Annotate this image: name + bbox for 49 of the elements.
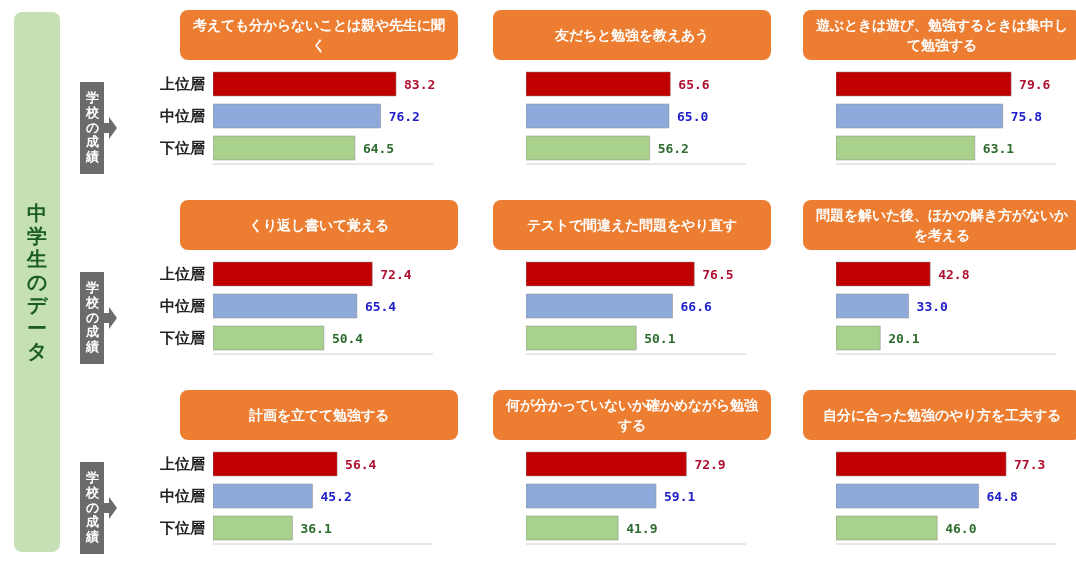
y-tick-label: 中位層 xyxy=(160,107,205,126)
chart-title: くり返し書いて覚える xyxy=(180,200,458,250)
data-label: 65.0 xyxy=(677,109,709,124)
data-label: 64.5 xyxy=(362,141,395,156)
y-axis-title: 学校の成績 xyxy=(85,469,99,546)
chart-title: 友だちと勉強を教えあう xyxy=(493,10,771,60)
data-label: 50.1 xyxy=(644,331,676,346)
y-tick-label: 中位層 xyxy=(160,297,205,316)
data-label: 36.1 xyxy=(300,521,332,536)
data-label: 56.2 xyxy=(657,141,689,156)
data-label: 63.1 xyxy=(982,141,1015,156)
y-tick-label: 上位層 xyxy=(159,265,205,284)
data-label: 33.0 xyxy=(916,299,949,314)
y-tick-label: 下位層 xyxy=(159,329,205,348)
data-label: 76.2 xyxy=(388,109,420,124)
data-label: 46.0 xyxy=(945,521,977,536)
data-label: 66.6 xyxy=(680,299,712,314)
chart-title: 考えても分からないことは親や先生に聞く xyxy=(180,10,458,60)
data-label: 65.4 xyxy=(364,299,397,314)
text: 中学生のデータ xyxy=(27,200,47,363)
chart-title: 自分に合った勉強のやり方を工夫する xyxy=(803,390,1076,440)
data-label: 76.5 xyxy=(702,267,734,282)
y-tick-label: 下位層 xyxy=(159,139,205,158)
chart-title: 遊ぶときは遊び、勉強するときは集中して勉強する xyxy=(803,10,1076,60)
data-label: 72.9 xyxy=(694,457,726,472)
data-label: 75.8 xyxy=(1010,109,1043,124)
data-label: 59.1 xyxy=(664,489,696,504)
data-label: 77.3 xyxy=(1014,457,1046,472)
data-label: 79.6 xyxy=(1019,77,1051,92)
data-label: 20.1 xyxy=(888,331,920,346)
data-label: 45.2 xyxy=(320,489,352,504)
data-label: 41.9 xyxy=(626,521,658,536)
y-axis-title: 学校の成績 xyxy=(85,279,99,356)
data-label: 56.4 xyxy=(345,457,377,472)
data-label: 42.8 xyxy=(938,267,970,282)
y-tick-label: 上位層 xyxy=(159,75,205,94)
chart-title: 計画を立てて勉強する xyxy=(180,390,458,440)
chart-title: 問題を解いた後、ほかの解き方がないかを考える xyxy=(803,200,1076,250)
data-label: 64.8 xyxy=(986,489,1019,504)
data-label: 72.4 xyxy=(380,267,412,282)
y-tick-label: 中位層 xyxy=(160,487,205,506)
chart-title: 何が分かっていないか確かめながら勉強する xyxy=(493,390,771,440)
y-axis-title: 学校の成績 xyxy=(85,89,99,166)
data-label: 50.4 xyxy=(331,331,364,346)
chart-title: テストで間違えた問題をやり直す xyxy=(493,200,771,250)
y-tick-label: 上位層 xyxy=(159,455,205,474)
data-label: 65.6 xyxy=(678,77,710,92)
y-tick-label: 下位層 xyxy=(159,519,205,538)
data-label: 83.2 xyxy=(404,77,436,92)
